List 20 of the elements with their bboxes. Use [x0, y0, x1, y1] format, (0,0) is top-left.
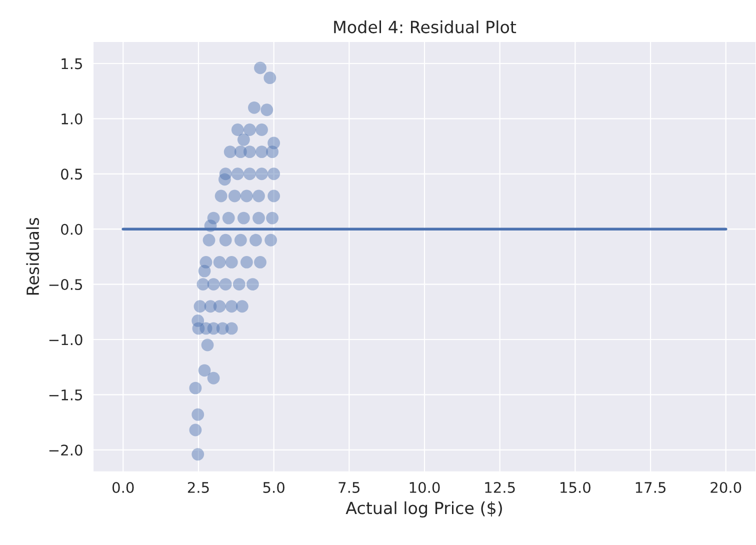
- x-tick-label: 10.0: [410, 482, 440, 493]
- x-tick-label: 7.5: [338, 482, 360, 493]
- y-tick-label: 1.5: [62, 58, 82, 70]
- x-tick-label: 2.5: [188, 482, 209, 493]
- y-tick-label: 1.0: [62, 113, 82, 124]
- y-tick-label: −0.5: [49, 279, 82, 290]
- chart-title: Model 4: Residual Plot: [334, 20, 516, 34]
- y-tick-label: 0.0: [61, 224, 82, 235]
- y-tick-label: −1.5: [49, 390, 82, 400]
- y-tick-label: 0.5: [61, 168, 82, 180]
- x-tick-label: 5.0: [263, 482, 284, 493]
- y-tick-label: −1.0: [49, 334, 82, 346]
- x-tick-label: 0.0: [112, 482, 134, 493]
- x-axis-title: Actual log Price ($): [346, 501, 502, 518]
- y-axis-title: Residuals: [26, 218, 40, 295]
- x-tick-label: 20.0: [710, 482, 742, 493]
- x-tick-label: 15.0: [560, 482, 590, 493]
- x-tick-label: 17.5: [636, 482, 666, 493]
- y-tick-label: −2.0: [49, 444, 82, 456]
- x-tick-label: 12.5: [485, 482, 515, 493]
